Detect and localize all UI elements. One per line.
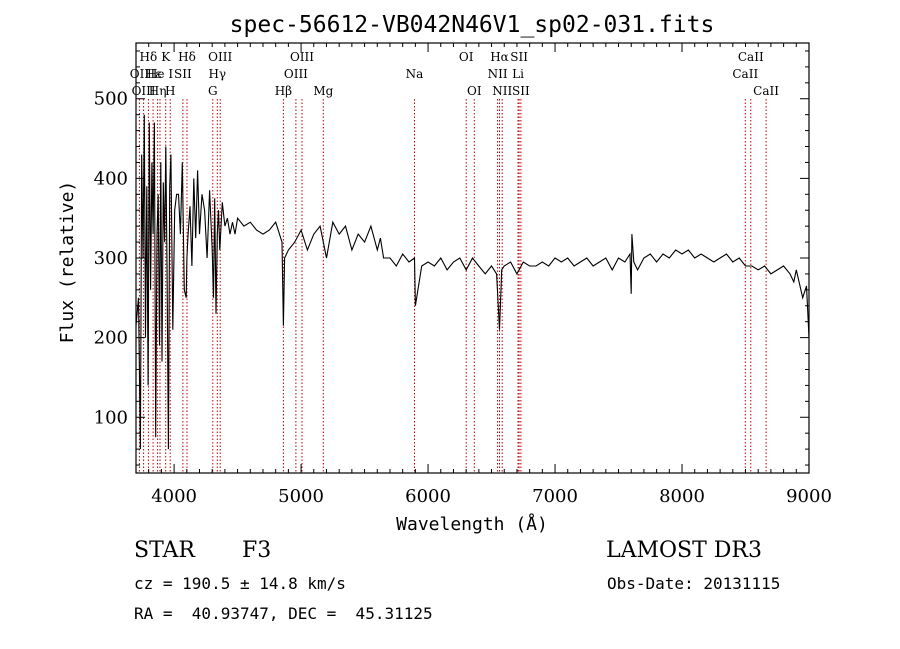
- line-label: K: [161, 50, 171, 64]
- survey-name: LAMOST DR3: [606, 538, 762, 563]
- x-axis-label: Wavelength (Å): [396, 513, 548, 535]
- line-label: G: [208, 84, 218, 98]
- line-label: Hη: [149, 84, 167, 98]
- x-tick-label: 5000: [278, 486, 324, 507]
- line-label: SII: [512, 84, 530, 98]
- line-label: OI: [467, 84, 482, 98]
- spectral-line-markers: [138, 99, 767, 473]
- line-label: Na: [406, 67, 424, 81]
- redshift-velocity: cz = 190.5 ± 14.8 km/s: [134, 574, 346, 593]
- line-label: Hδ: [140, 50, 158, 64]
- x-axis-ticks: 4000 5000 6000 7000 8000 9000: [148, 43, 832, 507]
- y-tick-label: 500: [94, 89, 128, 110]
- sky-coordinates: RA = 40.93747, DEC = 45.31125: [134, 604, 433, 623]
- line-label: SII: [174, 67, 192, 81]
- y-axis-ticks: 100 200 300 400 500: [94, 50, 809, 466]
- line-label: SII: [510, 50, 528, 64]
- x-tick-label: 6000: [405, 486, 451, 507]
- x-tick-label: 8000: [659, 486, 705, 507]
- line-label: OIII: [208, 50, 232, 64]
- line-label: Li: [512, 67, 524, 81]
- spectrum-line: [135, 114, 810, 450]
- line-label: OIII: [132, 84, 156, 98]
- y-tick-label: 100: [94, 407, 128, 428]
- observation-date: Obs-Date: 20131115: [607, 574, 781, 593]
- line-label: H: [165, 84, 175, 98]
- line-label: OIII: [290, 50, 314, 64]
- line-label: NII: [488, 67, 508, 81]
- line-label: Hδ: [178, 50, 196, 64]
- line-label: CaII: [732, 67, 758, 81]
- line-label: CaII: [753, 84, 779, 98]
- line-label: Hε: [145, 67, 162, 81]
- line-label: Mg: [313, 84, 333, 98]
- line-label: Hγ: [208, 67, 226, 81]
- y-tick-label: 300: [94, 248, 128, 269]
- line-label: Hα: [490, 50, 509, 64]
- y-axis-label: Flux (relative): [57, 181, 78, 344]
- chart-title: spec-56612-VB042N46V1_sp02-031.fits: [230, 12, 715, 38]
- y-tick-label: 200: [94, 328, 128, 349]
- line-label: He I: [147, 67, 173, 81]
- line-label: OI: [459, 50, 474, 64]
- line-label: Hβ: [275, 84, 292, 98]
- line-label: NII: [492, 84, 512, 98]
- x-tick-label: 9000: [786, 486, 832, 507]
- y-tick-label: 400: [94, 168, 128, 189]
- object-subclass: F3: [242, 538, 272, 563]
- x-tick-label: 7000: [532, 486, 578, 507]
- object-type: STAR: [134, 538, 195, 563]
- line-label: OIII: [284, 67, 308, 81]
- line-label: OII: [130, 67, 150, 81]
- line-label: CaII: [738, 50, 764, 64]
- x-tick-label: 4000: [151, 486, 197, 507]
